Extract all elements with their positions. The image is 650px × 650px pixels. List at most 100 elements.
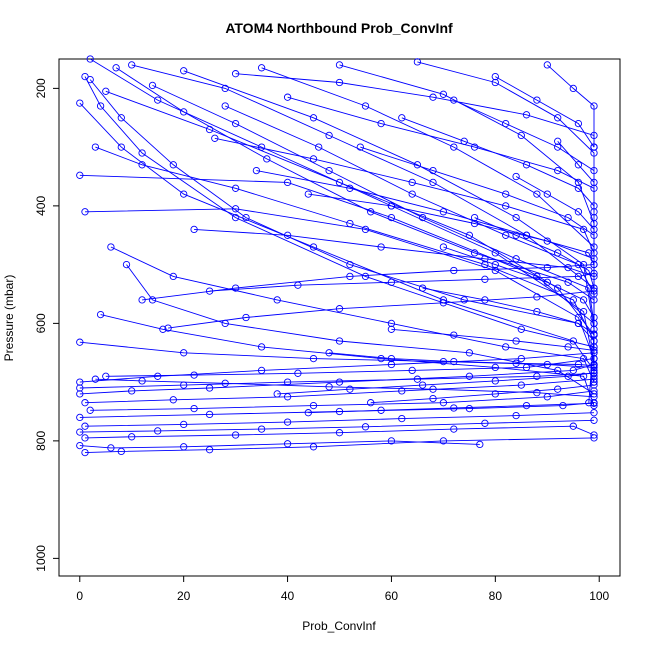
data-point — [315, 143, 323, 151]
data-point — [81, 448, 89, 457]
data-point — [590, 369, 598, 377]
data-point — [574, 184, 583, 192]
series-1 — [76, 99, 598, 375]
data-point — [117, 114, 125, 122]
series-line — [194, 228, 595, 277]
data-point — [522, 161, 531, 169]
data-point — [590, 434, 598, 442]
data-point — [533, 272, 541, 281]
data-point — [476, 440, 484, 449]
data-point — [450, 266, 458, 275]
data-point — [190, 404, 198, 413]
data-point — [387, 202, 396, 210]
data-point — [408, 190, 416, 198]
data-point — [579, 225, 588, 234]
data-point — [543, 278, 551, 286]
data-point — [81, 434, 89, 442]
series-line — [79, 364, 595, 395]
data-point — [164, 324, 172, 332]
series-line — [100, 314, 595, 406]
series-46 — [543, 61, 598, 151]
data-point — [257, 343, 266, 351]
data-point — [450, 404, 458, 412]
data-point — [128, 433, 136, 441]
data-point — [590, 346, 598, 355]
series-line — [546, 64, 595, 148]
series-47 — [325, 349, 598, 370]
data-point — [309, 401, 318, 410]
data-point — [502, 202, 510, 210]
data-point — [590, 409, 598, 417]
series-line — [105, 358, 595, 377]
data-point — [138, 149, 146, 157]
data-point — [325, 383, 333, 391]
data-point — [460, 296, 468, 304]
data-point — [257, 64, 266, 72]
data-point — [325, 131, 333, 140]
series-14 — [96, 310, 598, 410]
data-point — [574, 260, 583, 269]
data-point — [242, 213, 250, 222]
data-point — [309, 443, 318, 451]
series-2 — [86, 55, 598, 369]
data-point — [190, 371, 198, 379]
data-point — [231, 205, 240, 213]
data-point — [491, 377, 499, 385]
data-point — [533, 389, 541, 397]
series-line — [84, 437, 595, 454]
data-point — [554, 143, 562, 151]
series-37 — [112, 64, 598, 304]
series-layer — [76, 55, 598, 457]
data-point — [522, 401, 531, 410]
series-line — [79, 440, 480, 449]
series-line — [79, 419, 595, 433]
data-point — [590, 102, 598, 110]
data-point — [470, 143, 479, 151]
data-point — [221, 379, 229, 387]
series-line — [84, 76, 595, 383]
data-point — [585, 249, 593, 257]
series-32 — [205, 269, 598, 295]
data-point — [512, 411, 520, 420]
series-55 — [512, 172, 598, 234]
data-point — [122, 260, 131, 269]
data-point — [574, 119, 583, 128]
series-51 — [387, 325, 598, 355]
series-line — [453, 99, 595, 171]
data-point — [309, 354, 318, 363]
series-line — [401, 117, 595, 207]
data-point — [517, 325, 525, 333]
data-point — [309, 114, 318, 122]
series-22 — [81, 409, 598, 430]
data-point — [450, 425, 458, 433]
data-point — [325, 349, 333, 357]
series-line — [225, 105, 595, 295]
data-point — [533, 307, 541, 316]
series-49 — [367, 381, 598, 407]
data-point — [294, 369, 302, 377]
series-line — [391, 328, 595, 351]
y-tick-label: 200 — [34, 78, 48, 98]
data-point — [590, 213, 598, 222]
data-point — [439, 90, 448, 98]
y-axis-label: Pressure (mbar) — [2, 275, 16, 362]
series-44 — [450, 96, 598, 175]
data-point — [543, 61, 551, 69]
data-point — [590, 149, 598, 157]
data-point — [590, 399, 598, 407]
data-point — [512, 172, 520, 181]
data-point — [569, 422, 577, 430]
data-point — [231, 70, 240, 78]
data-point — [574, 161, 583, 169]
data-point — [398, 414, 406, 423]
data-point — [569, 366, 577, 375]
series-34 — [231, 70, 598, 151]
data-point — [387, 360, 396, 369]
data-point — [231, 284, 240, 292]
data-point — [554, 114, 562, 122]
data-point — [543, 237, 551, 245]
data-point — [180, 108, 188, 116]
data-point — [91, 143, 100, 151]
chart-title: ATOM4 Northbound Prob_ConvInf — [225, 20, 453, 36]
data-point — [128, 61, 136, 69]
